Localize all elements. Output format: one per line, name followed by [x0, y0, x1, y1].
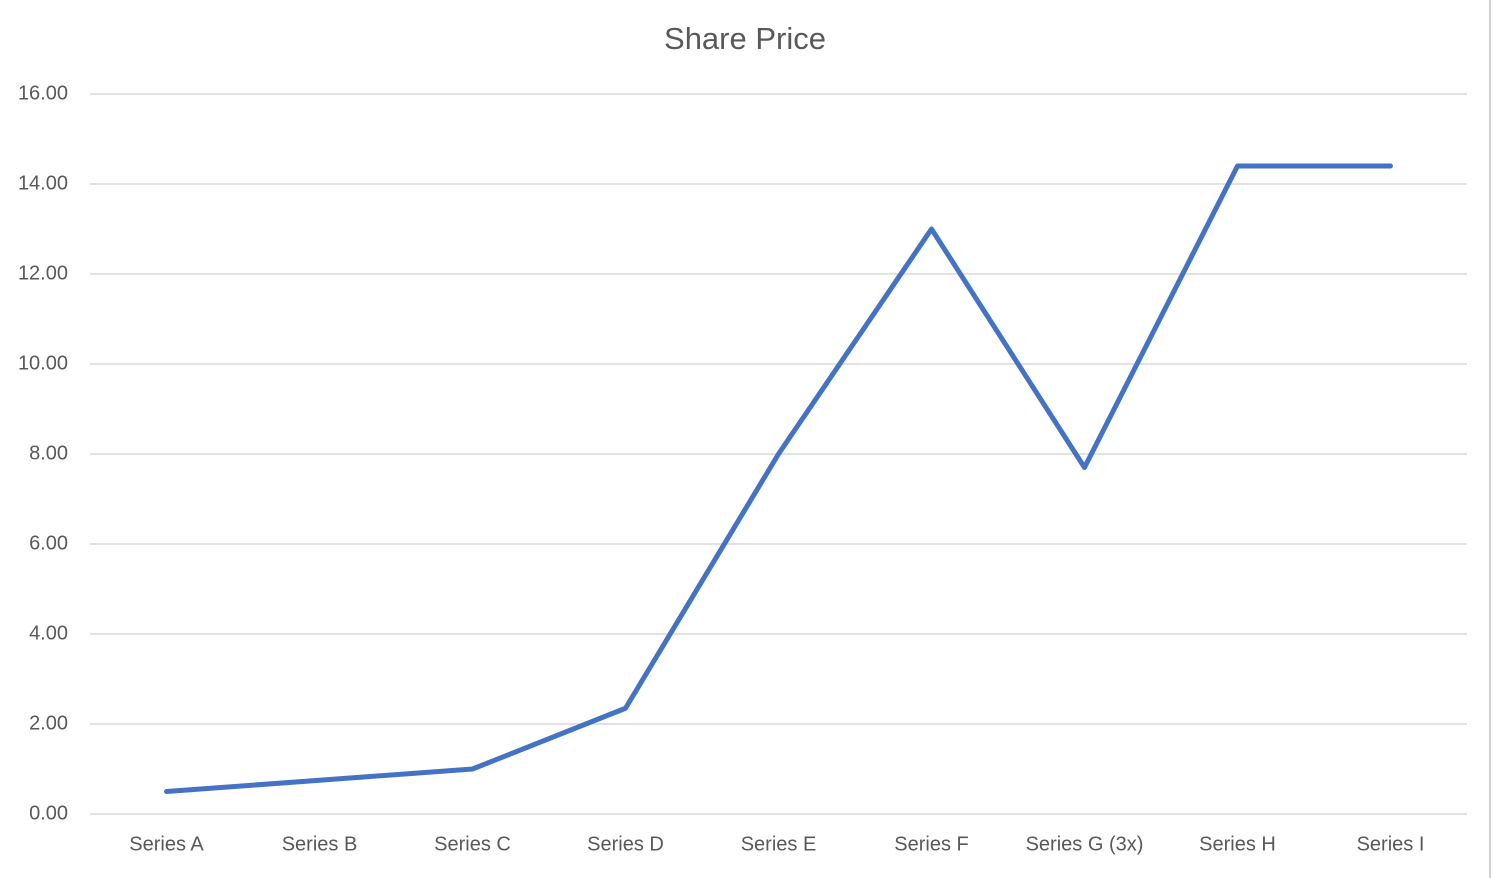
y-tick-label: 12.00 — [18, 262, 68, 284]
x-tick-label: Series B — [282, 833, 358, 855]
y-tick-label: 16.00 — [18, 82, 68, 104]
x-tick-label: Series A — [129, 833, 204, 855]
x-tick-label: Series H — [1199, 833, 1276, 855]
x-tick-label: Series F — [894, 833, 968, 855]
x-tick-label: Series E — [741, 833, 817, 855]
y-tick-label: 4.00 — [29, 622, 68, 644]
y-tick-label: 2.00 — [29, 712, 68, 734]
x-tick-label: Series G (3x) — [1026, 833, 1144, 855]
x-tick-label: Series I — [1357, 833, 1425, 855]
y-tick-label: 0.00 — [29, 802, 68, 824]
y-tick-label: 6.00 — [29, 532, 68, 554]
y-tick-label: 14.00 — [18, 172, 68, 194]
chart-title: Share Price — [664, 21, 826, 56]
x-tick-label: Series D — [587, 833, 664, 855]
y-tick-label: 10.00 — [18, 352, 68, 374]
data-line — [164, 163, 1393, 794]
y-tick-label: 8.00 — [29, 442, 68, 464]
x-tick-label: Series C — [434, 833, 511, 855]
